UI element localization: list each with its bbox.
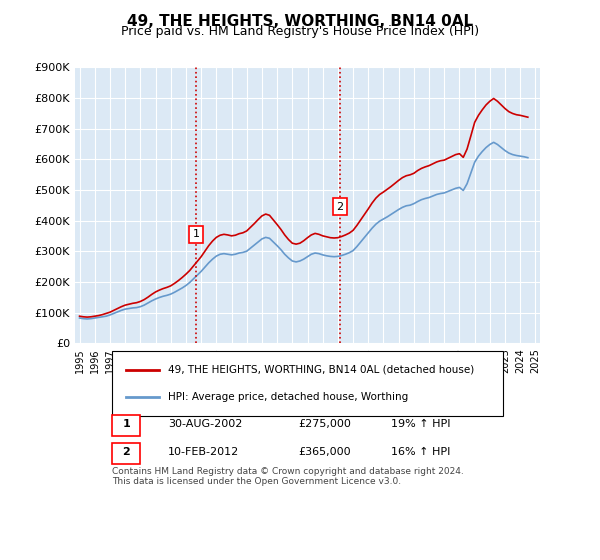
Text: 10-FEB-2012: 10-FEB-2012	[168, 447, 239, 457]
Text: 2: 2	[336, 202, 343, 212]
Text: £365,000: £365,000	[298, 447, 351, 457]
Text: 49, THE HEIGHTS, WORTHING, BN14 0AL (detached house): 49, THE HEIGHTS, WORTHING, BN14 0AL (det…	[168, 365, 474, 375]
Text: Contains HM Land Registry data © Crown copyright and database right 2024.
This d: Contains HM Land Registry data © Crown c…	[112, 466, 464, 486]
Text: 30-AUG-2002: 30-AUG-2002	[168, 419, 242, 429]
FancyBboxPatch shape	[112, 414, 140, 436]
Text: HPI: Average price, detached house, Worthing: HPI: Average price, detached house, Wort…	[168, 393, 408, 403]
Text: 19% ↑ HPI: 19% ↑ HPI	[391, 419, 451, 429]
Text: 2: 2	[122, 447, 130, 457]
Text: Price paid vs. HM Land Registry's House Price Index (HPI): Price paid vs. HM Land Registry's House …	[121, 25, 479, 38]
FancyBboxPatch shape	[112, 442, 140, 464]
Text: 1: 1	[122, 419, 130, 429]
Text: £275,000: £275,000	[298, 419, 351, 429]
FancyBboxPatch shape	[112, 351, 503, 416]
Text: 1: 1	[193, 229, 200, 239]
Text: 49, THE HEIGHTS, WORTHING, BN14 0AL: 49, THE HEIGHTS, WORTHING, BN14 0AL	[127, 14, 473, 29]
Text: 16% ↑ HPI: 16% ↑ HPI	[391, 447, 451, 457]
